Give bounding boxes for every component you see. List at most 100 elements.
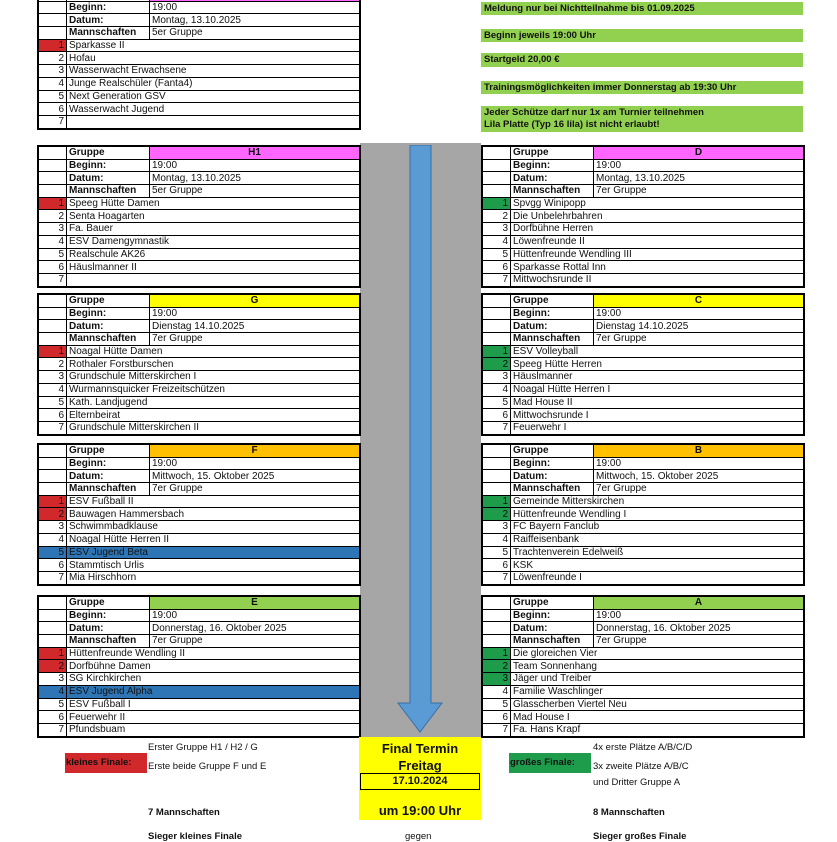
team-rank: 6 (37, 558, 67, 572)
group-header-row: Gruppe B (481, 443, 805, 458)
team-row: 3 Häuslmanner (481, 370, 805, 384)
team-name: ESV Jugend Beta (66, 545, 361, 560)
team-rank: 6 (37, 408, 67, 422)
big-final-line2: 3x zweite Plätze A/B/C (593, 761, 689, 772)
group-name: B (593, 443, 805, 458)
team-rank: 7 (481, 570, 511, 586)
team-name: Dorfbühne Damen (66, 659, 361, 674)
info-row-datum: Datum: Montag, 13.10.2025 (37, 171, 361, 186)
team-row: 3 Dorfbühne Herren (481, 222, 805, 236)
team-rank: 4 (37, 382, 67, 397)
team-rank: 4 (37, 532, 67, 547)
team-row: 1 Die gloreichen Vier (481, 646, 805, 661)
team-name: Pfundsbuam (66, 722, 361, 738)
team-row: 6 Mittwochsrunde I (481, 408, 805, 422)
value-mannschaften: 7er Gruppe (149, 634, 361, 648)
value-mannschaften: 7er Gruppe (593, 482, 805, 496)
team-name: Hüttenfreunde Wendling II (66, 646, 361, 661)
info-row-beginn: Beginn: 19:00 (481, 608, 805, 623)
team-rank: 1 (37, 196, 67, 211)
team-name: ESV Fußball I (66, 697, 361, 712)
team-rank: 5 (37, 89, 67, 104)
team-name: Bauwagen Hammersbach (66, 507, 361, 522)
team-name: Senta Hoagarten (66, 209, 361, 224)
team-row: 4 ESV Jugend Alpha (37, 684, 361, 699)
team-name: ESV Jugend Alpha (66, 684, 361, 699)
team-name: Schwimmbadklause (66, 520, 361, 534)
team-rank: 7 (37, 272, 67, 288)
team-rank: 2 (481, 209, 511, 224)
team-name: Kath. Landjugend (66, 395, 361, 410)
team-row: 3 Schwimmbadklause (37, 520, 361, 534)
info-row-datum: Datum: Mittwoch, 15. Oktober 2025 (37, 469, 361, 484)
team-row: 4 Noagal Hütte Herren II (37, 532, 361, 547)
label-datum: Datum: (66, 621, 150, 636)
team-rank: 7 (37, 722, 67, 738)
label-gruppe: Gruppe (510, 443, 594, 458)
team-rank: 1 (481, 494, 511, 509)
label-beginn: Beginn: (66, 456, 150, 471)
team-rank: 3 (37, 64, 67, 78)
team-name: ESV Damengymnastik (66, 234, 361, 249)
label-mannschaften: Mannschaften (510, 332, 594, 346)
big-final-count: 8 Mannschaften (593, 807, 665, 818)
label-gruppe: Gruppe (66, 595, 150, 610)
team-name: Mittwochsrunde II (510, 272, 805, 288)
value-beginn: 19:00 (149, 306, 361, 321)
team-name: Junge Realschüler (Fanta4) (66, 76, 361, 91)
team-row: 1 ESV Volleyball (481, 344, 805, 359)
team-row: 7 Löwenfreunde I (481, 570, 805, 586)
value-datum: Montag, 13.10.2025 (593, 171, 805, 186)
label-mannschaften: Mannschaften (510, 482, 594, 496)
team-row: 2 Bauwagen Hammersbach (37, 507, 361, 522)
team-rank: 5 (481, 247, 511, 262)
team-name: Noagal Hütte Damen (66, 344, 361, 359)
team-rank: 4 (481, 684, 511, 699)
team-row: 7 Grundschule Mitterskirchen II (37, 420, 361, 436)
group-header-row: Gruppe D (481, 145, 805, 160)
team-name: Häuslmanner (510, 370, 805, 384)
note-rules: Jeder Schütze darf nur 1x am Turnier tei… (481, 106, 803, 132)
team-row: 7 Mittwochsrunde II (481, 272, 805, 288)
info-row-beginn: Beginn: 19:00 (481, 456, 805, 471)
note-rule-2: Lila Platte (Typ 16 lila) ist nicht erla… (484, 119, 660, 130)
team-rank: 6 (481, 558, 511, 572)
num-cell (37, 443, 67, 458)
group-table-b: Gruppe B Beginn: 19:00 Datum: Mittwoch, 15. O… (481, 443, 805, 586)
value-mannschaften: 7er Gruppe (593, 332, 805, 346)
group-header-row: Gruppe F (37, 443, 361, 458)
num-cell (481, 184, 511, 198)
info-row-datum: Datum: Montag, 13.10.2025 (481, 171, 805, 186)
team-row: 6 Mad House I (481, 710, 805, 724)
group-header-row: Gruppe E (37, 595, 361, 610)
team-row: 4 Noagal Hütte Herren I (481, 382, 805, 397)
label-datum: Datum: (66, 171, 150, 186)
team-name: Wurmannsquicker Freizeitschützen (66, 382, 361, 397)
team-row: 7 Pfundsbuam (37, 722, 361, 738)
team-name: Wasserwacht Jugend (66, 102, 361, 116)
team-rank: 1 (481, 646, 511, 661)
team-name: Mad House II (510, 395, 805, 410)
value-datum: Mittwoch, 15. Oktober 2025 (593, 469, 805, 484)
num-cell (37, 469, 67, 484)
team-name: KSK (510, 558, 805, 572)
value-mannschaften: 7er Gruppe (593, 184, 805, 198)
num-cell (481, 319, 511, 334)
final-time: um 19:00 Uhr (378, 803, 462, 818)
value-beginn: 19:00 (593, 306, 805, 321)
team-name: Hüttenfreunde Wendling III (510, 247, 805, 262)
arrow-down-icon (397, 145, 443, 733)
team-name: Die gloreichen Vier (510, 646, 805, 661)
team-row: 5 ESV Jugend Beta (37, 545, 361, 560)
label-mannschaften: Mannschaften (510, 184, 594, 198)
team-row: 5 Hüttenfreunde Wendling III (481, 247, 805, 262)
team-row: 6 Elternbeirat (37, 408, 361, 422)
team-rank: 3 (481, 520, 511, 534)
num-cell (37, 13, 67, 28)
small-final-line1: Erster Gruppe H1 / H2 / G (148, 742, 258, 753)
team-rank: 5 (37, 697, 67, 712)
team-row: 1 Spvgg Winipopp (481, 196, 805, 211)
team-row: 5 Realschule AK26 (37, 247, 361, 262)
label-beginn: Beginn: (66, 306, 150, 321)
team-row: 3 Jäger und Treiber (481, 672, 805, 686)
